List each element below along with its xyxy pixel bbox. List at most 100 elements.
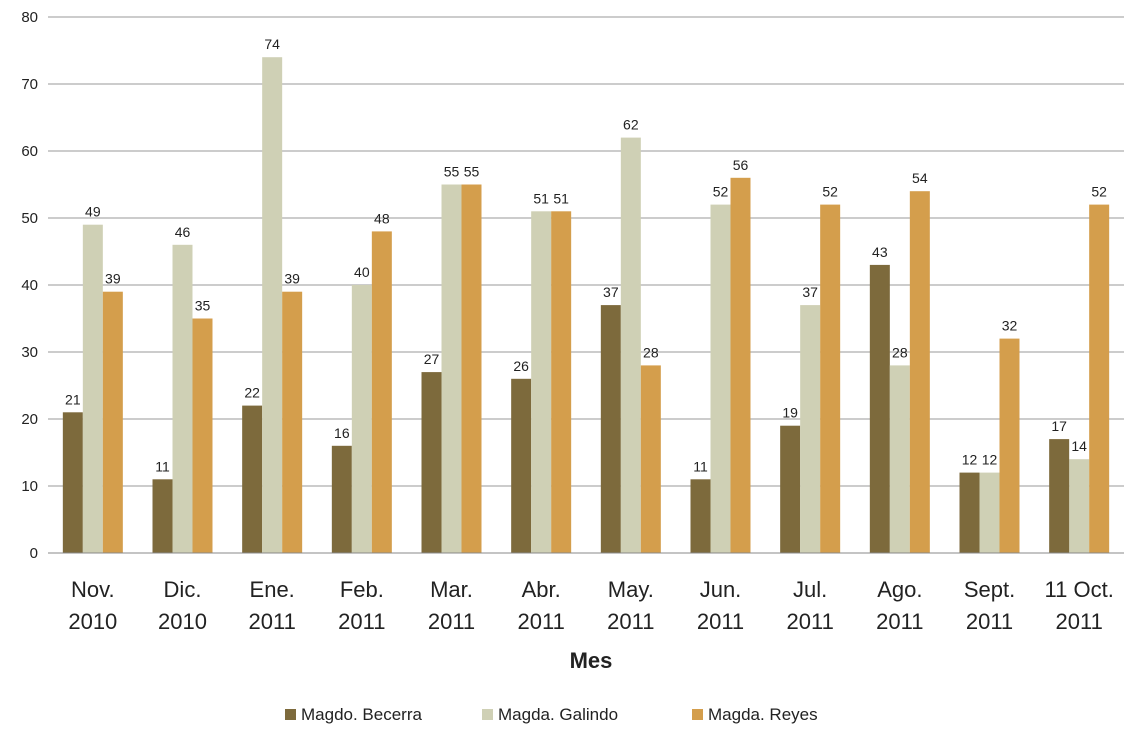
x-category-label: Abr.: [522, 577, 561, 602]
y-tick-label: 20: [21, 411, 38, 428]
y-tick-label: 70: [21, 76, 38, 93]
x-category-label: 11 Oct.: [1045, 577, 1114, 602]
x-category-label: 2011: [249, 609, 296, 634]
bar: [511, 378, 532, 553]
x-category-label: 2011: [518, 609, 565, 634]
legend-swatch: [692, 709, 703, 720]
x-category-label: 2011: [697, 609, 744, 634]
bar: [710, 204, 731, 553]
bar: [192, 318, 213, 553]
gridlines: [48, 16, 1124, 554]
legend-label: Magda. Galindo: [498, 705, 618, 724]
bar: [780, 425, 801, 553]
x-axis-categories: Nov. 2010 Dic. 2010 Ene. 2011 Feb. 2011 Mar. 2011…: [68, 577, 1113, 634]
legend-label: Magda. Reyes: [708, 705, 818, 724]
x-category-label: Ene.: [250, 577, 295, 602]
bar: [282, 291, 303, 553]
bar: [441, 184, 462, 553]
data-label: 19: [782, 405, 798, 421]
x-category-label: Dic.: [164, 577, 202, 602]
bar: [999, 338, 1020, 553]
data-label: 62: [623, 117, 639, 133]
data-label: 14: [1071, 438, 1087, 454]
x-category-label: 2011: [1056, 609, 1103, 634]
data-label: 28: [643, 344, 659, 360]
bars: [62, 57, 1110, 554]
bar: [152, 479, 173, 553]
data-label: 51: [553, 190, 569, 206]
y-tick-label: 80: [21, 9, 38, 26]
data-label: 28: [892, 344, 908, 360]
bar: [82, 224, 103, 553]
bar: [869, 264, 890, 553]
bar: [421, 372, 442, 553]
x-category-label: 2011: [787, 609, 834, 634]
data-label: 37: [802, 284, 818, 300]
bar: [531, 211, 552, 554]
bar: [690, 479, 711, 553]
x-category-label: 2011: [338, 609, 385, 634]
bar: [172, 244, 193, 554]
y-tick-label: 60: [21, 143, 38, 160]
bar: [331, 445, 352, 553]
data-label: 12: [982, 452, 998, 468]
data-label: 52: [822, 184, 838, 200]
data-label: 56: [733, 157, 749, 173]
data-label: 54: [912, 170, 928, 186]
bar: [909, 191, 930, 553]
data-label: 52: [713, 184, 729, 200]
x-category-label: 2011: [876, 609, 923, 634]
bar: [889, 365, 910, 553]
y-tick-label: 30: [21, 344, 38, 361]
bar: [730, 177, 751, 554]
x-category-label: Sept.: [964, 577, 1015, 602]
data-label: 21: [65, 391, 81, 407]
y-tick-label: 0: [30, 545, 38, 562]
data-label: 26: [513, 358, 529, 374]
bar: [262, 57, 283, 553]
data-label: 52: [1091, 184, 1107, 200]
bar: [1049, 439, 1070, 553]
data-label: 27: [424, 351, 440, 367]
data-label: 12: [962, 452, 978, 468]
x-category-label: Mar.: [430, 577, 473, 602]
data-label: 48: [374, 210, 390, 226]
bar: [979, 472, 1000, 553]
x-category-label: 2010: [158, 609, 207, 634]
legend: Magdo. Becerra Magda. Galindo Magda. Reyes: [285, 705, 818, 724]
x-category-label: Jun.: [700, 577, 742, 602]
x-axis-title: Mes: [570, 648, 613, 673]
data-label: 39: [284, 271, 300, 287]
data-label: 46: [175, 224, 191, 240]
x-category-label: Nov.: [71, 577, 115, 602]
y-axis-ticks: 0 10 20 30 40 50 60 70 80: [21, 9, 38, 562]
x-category-label: 2011: [607, 609, 654, 634]
bar: [600, 305, 621, 553]
bar: [62, 412, 83, 553]
y-tick-label: 50: [21, 210, 38, 227]
data-label: 16: [334, 425, 350, 441]
bar: [800, 305, 821, 553]
data-label: 22: [244, 385, 260, 401]
data-label: 43: [872, 244, 888, 260]
data-label: 39: [105, 271, 121, 287]
data-label: 11: [693, 458, 708, 474]
bar: [551, 211, 572, 554]
bar: [1069, 459, 1090, 553]
data-label: 51: [533, 190, 549, 206]
bar: [102, 291, 123, 553]
data-label: 49: [85, 204, 101, 220]
data-labels: 21 49 39 11 46 35 22 74 39 16 40 48 27 55 55 26 51 51 37 62…: [65, 36, 1107, 474]
x-category-label: May.: [608, 577, 654, 602]
legend-swatch: [482, 709, 493, 720]
data-label: 35: [195, 298, 211, 314]
y-tick-label: 10: [21, 478, 38, 495]
data-label: 40: [354, 264, 370, 280]
bar: [640, 365, 661, 553]
legend-label: Magdo. Becerra: [301, 705, 422, 724]
y-tick-label: 40: [21, 277, 38, 294]
bar: [620, 137, 641, 553]
legend-swatch: [285, 709, 296, 720]
bar: [242, 405, 263, 553]
x-category-label: Feb.: [340, 577, 384, 602]
